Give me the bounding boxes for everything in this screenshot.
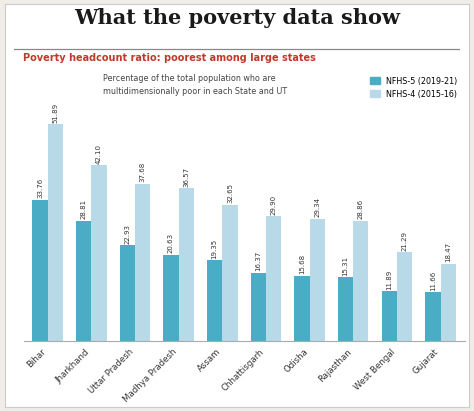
Bar [266,216,281,341]
Text: 28.86: 28.86 [358,199,364,219]
Text: 42.10: 42.10 [96,143,102,164]
Bar [120,245,135,341]
Text: Percentage of the total population who are
multidimensionally poor in each State: Percentage of the total population who a… [103,74,287,96]
Text: 21.29: 21.29 [401,231,408,251]
Bar [294,276,310,341]
Bar [91,165,107,341]
Bar [440,264,456,341]
Text: 18.47: 18.47 [445,242,451,262]
Text: 11.89: 11.89 [386,270,392,290]
Bar [251,273,266,341]
Bar [76,221,91,341]
Text: 33.76: 33.76 [37,178,43,199]
Bar [222,205,237,341]
Text: 37.68: 37.68 [140,162,146,182]
Text: 22.93: 22.93 [124,224,130,244]
Bar [207,260,222,341]
Legend: NFHS-5 (2019-21), NFHS-4 (2015-16): NFHS-5 (2019-21), NFHS-4 (2015-16) [367,73,461,102]
Bar [338,277,353,341]
Text: What the poverty data show: What the poverty data show [74,8,400,28]
Text: 29.90: 29.90 [271,194,276,215]
Text: 11.66: 11.66 [430,270,436,291]
Bar [397,252,412,341]
Bar [32,200,48,341]
Bar [164,255,179,341]
Text: 15.68: 15.68 [299,254,305,274]
Text: 29.34: 29.34 [314,197,320,217]
Text: 36.57: 36.57 [183,166,189,187]
Text: 28.81: 28.81 [81,199,87,219]
Text: 15.31: 15.31 [343,255,348,275]
Text: 32.65: 32.65 [227,183,233,203]
Bar [353,221,368,341]
Text: 20.63: 20.63 [168,233,174,253]
Text: Poverty headcount ratio: poorest among large states: Poverty headcount ratio: poorest among l… [23,53,316,63]
Text: 16.37: 16.37 [255,251,261,271]
Bar [48,125,63,341]
Bar [310,219,325,341]
Text: 51.89: 51.89 [52,103,58,123]
Bar [135,184,150,341]
Text: 19.35: 19.35 [212,238,218,259]
Bar [425,293,440,341]
Bar [179,188,194,341]
Bar [382,291,397,341]
